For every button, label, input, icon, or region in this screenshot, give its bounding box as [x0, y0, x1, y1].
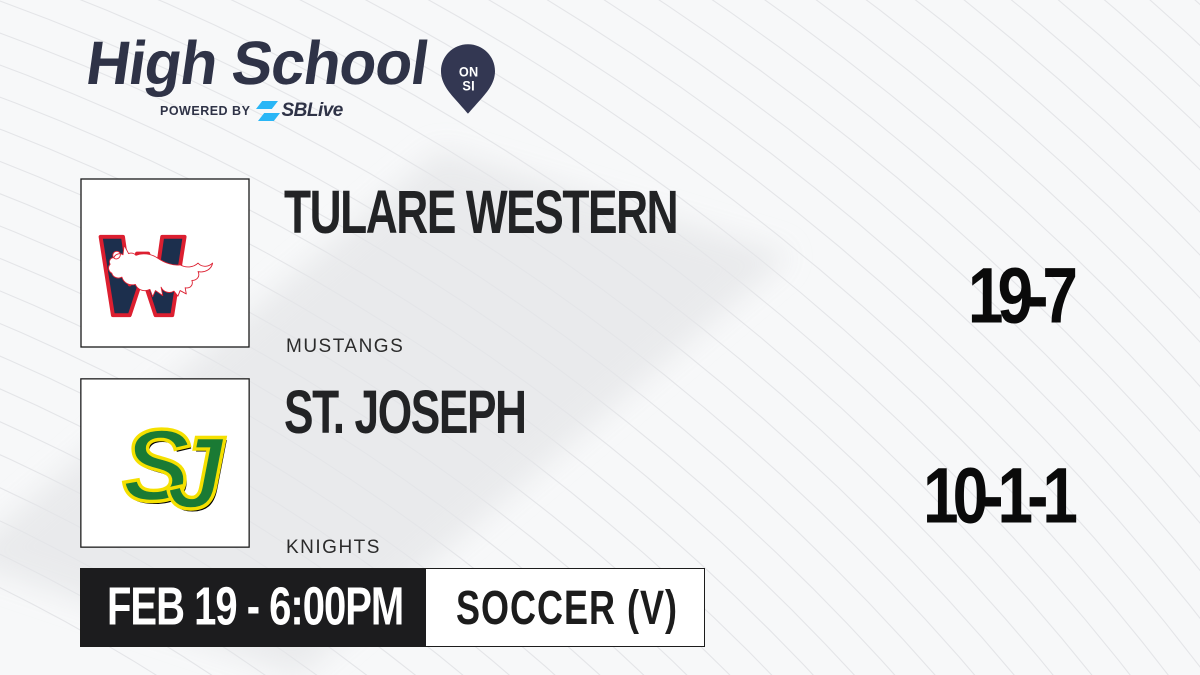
svg-text:J: J — [167, 416, 226, 530]
svg-text:SI: SI — [462, 78, 475, 94]
svg-text:ON: ON — [459, 64, 479, 80]
